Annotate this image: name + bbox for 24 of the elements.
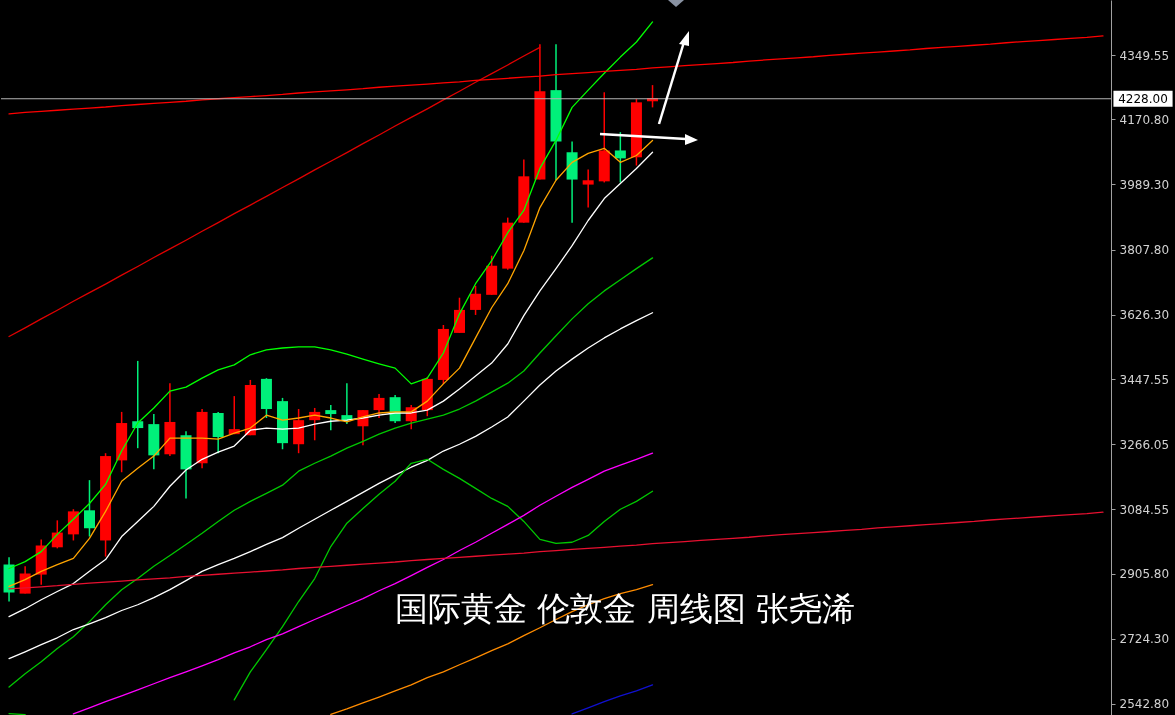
y-tick-label: 3084.55 — [1119, 502, 1170, 517]
candlestick — [341, 382, 353, 425]
line-series — [8, 35, 1104, 115]
y-tick-label: 4170.80 — [1119, 112, 1170, 127]
y-tick-label: 3807.80 — [1119, 243, 1170, 258]
candlestick — [373, 393, 385, 419]
candlestick — [453, 296, 465, 334]
y-tick-label: 3266.05 — [1119, 437, 1170, 452]
y-tick-label: 3626.30 — [1119, 308, 1170, 323]
candlestick — [325, 404, 337, 431]
candlestick — [614, 131, 626, 184]
ref-line-label: 4228.00 — [1118, 91, 1168, 106]
y-tick-label: 2542.80 — [1119, 697, 1170, 712]
line-series — [571, 684, 654, 715]
line-series — [8, 46, 541, 338]
y-tick-label: 3989.30 — [1119, 177, 1170, 192]
candlestick — [470, 285, 482, 316]
candlestick — [83, 479, 95, 538]
y-tick-label: 3447.55 — [1119, 372, 1170, 387]
candlestick — [67, 508, 79, 542]
y-tick-label: 4349.55 — [1119, 48, 1170, 63]
y-tick-label: 2724.30 — [1119, 632, 1170, 647]
candlestick — [582, 168, 594, 209]
y-tick-label: 2905.80 — [1119, 567, 1170, 582]
